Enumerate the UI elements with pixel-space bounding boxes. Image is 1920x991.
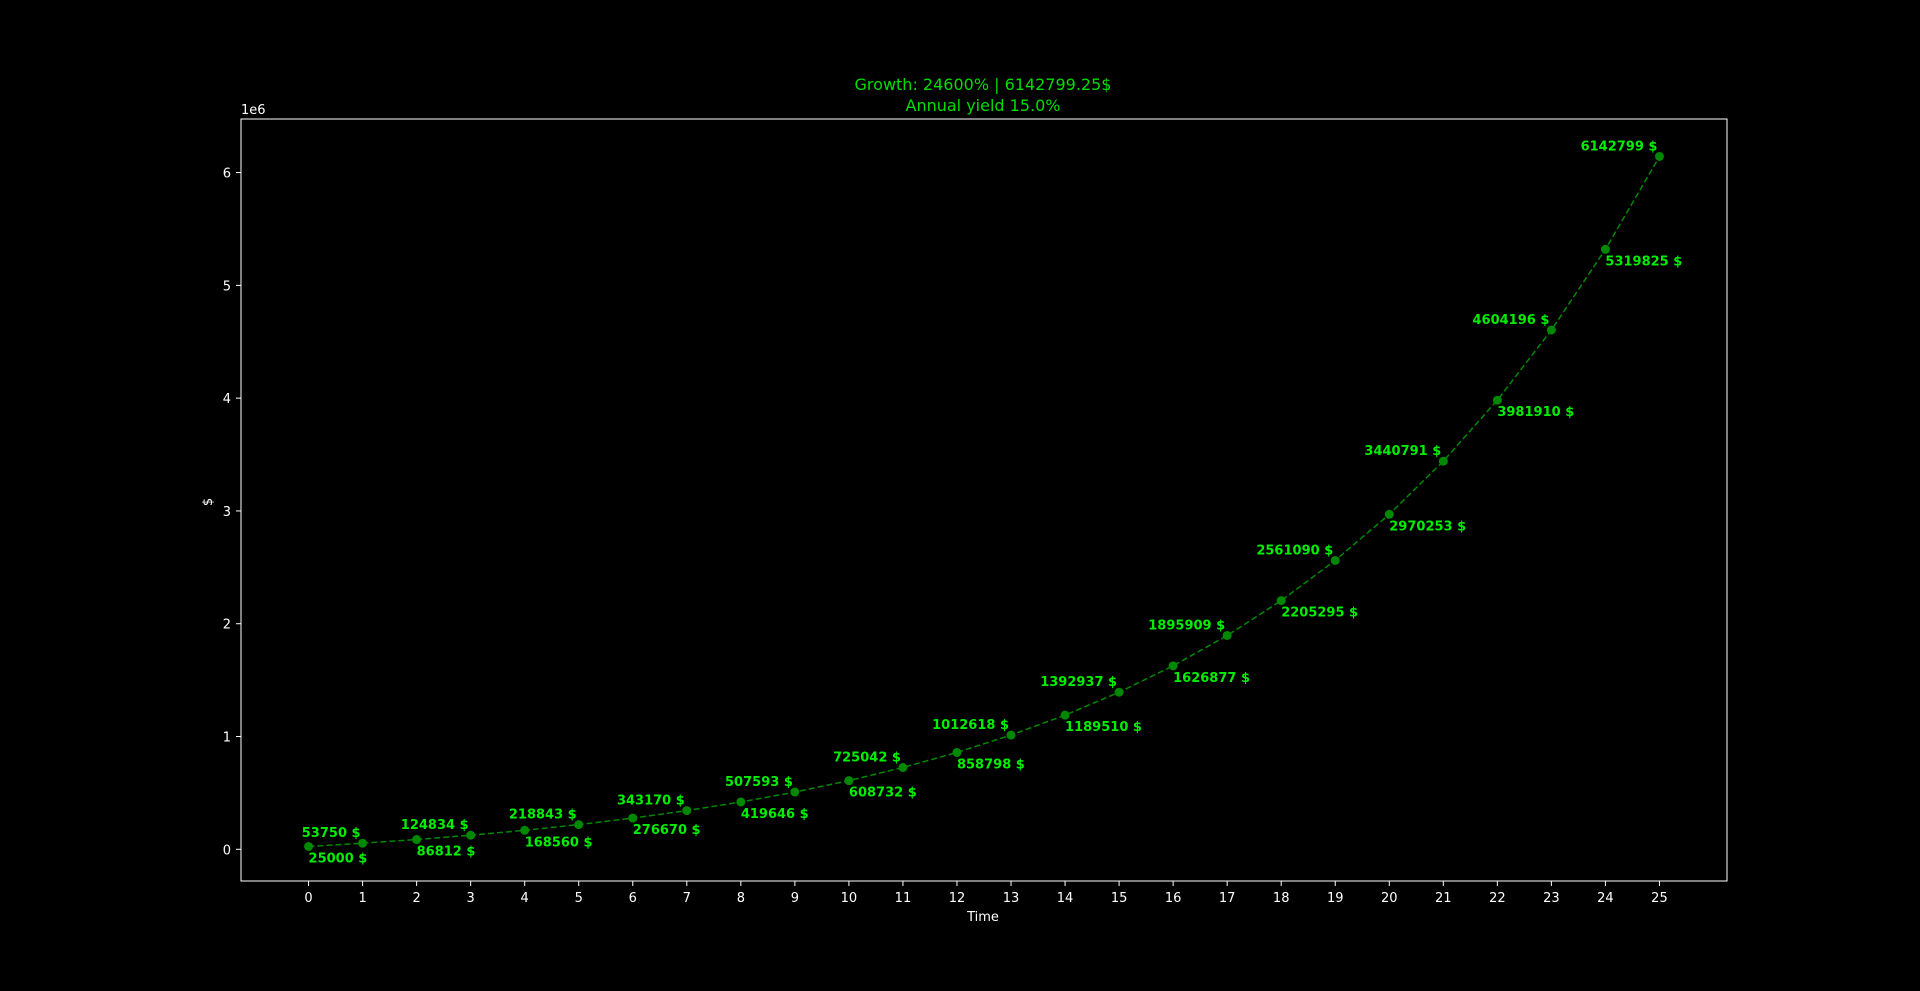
- data-point: [520, 825, 530, 835]
- data-label: 1189510 $: [1065, 720, 1142, 735]
- data-point: [574, 820, 584, 830]
- data-label: 2970253 $: [1389, 519, 1466, 534]
- data-point: [1600, 244, 1610, 254]
- x-tick-label: 15: [1111, 891, 1128, 906]
- data-point: [1006, 730, 1016, 740]
- plot-frame: [240, 118, 1728, 882]
- data-label: 608732 $: [849, 786, 917, 801]
- x-tick-label: 2: [412, 891, 420, 906]
- y-axis-label: $: [201, 498, 216, 506]
- y-tick-label: 1: [223, 731, 231, 746]
- x-tick-label: 9: [791, 891, 799, 906]
- x-tick-label: 24: [1597, 891, 1614, 906]
- y-tick-label: 5: [223, 279, 231, 294]
- x-tick-label: 25: [1651, 891, 1668, 906]
- data-label: 2561090 $: [1256, 543, 1333, 558]
- data-label: 86812 $: [417, 845, 476, 860]
- data-label: 1392937 $: [1040, 675, 1117, 690]
- x-tick-label: 18: [1273, 891, 1290, 906]
- y-tick-label: 4: [223, 392, 231, 407]
- data-label: 858798 $: [957, 757, 1025, 772]
- x-tick-label: 6: [629, 891, 637, 906]
- data-label: 276670 $: [633, 823, 701, 838]
- data-point: [1384, 509, 1394, 519]
- y-tick-label: 0: [223, 843, 231, 858]
- data-point: [736, 797, 746, 807]
- x-tick-label: 23: [1543, 891, 1560, 906]
- data-point: [1276, 596, 1286, 606]
- data-point: [304, 841, 314, 851]
- x-axis-ticks: 0 1 2 3 4 5 6 7 8 9 10 11 12 13 14 15 16 17 18 19 20 21 22 23 24…: [304, 881, 1668, 906]
- data-point: [844, 776, 854, 786]
- data-point: [790, 787, 800, 797]
- data-label: 53750 $: [302, 826, 361, 841]
- data-point: [898, 763, 908, 773]
- data-point: [1492, 395, 1502, 405]
- data-point: [1168, 661, 1178, 671]
- data-markers: [304, 151, 1664, 851]
- chart-subtitle: Annual yield 15.0%: [906, 96, 1061, 115]
- data-point: [1330, 555, 1340, 565]
- data-label: 6142799 $: [1581, 139, 1658, 154]
- x-tick-label: 8: [737, 891, 745, 906]
- data-point: [1222, 630, 1232, 640]
- x-axis-label: Time: [966, 910, 999, 925]
- x-tick-label: 12: [949, 891, 966, 906]
- data-point: [466, 830, 476, 840]
- data-point: [1438, 456, 1448, 466]
- x-tick-label: 11: [895, 891, 912, 906]
- x-tick-label: 4: [521, 891, 529, 906]
- data-point: [1654, 151, 1664, 161]
- data-label: 343170 $: [617, 794, 685, 809]
- data-label: 5319825 $: [1605, 254, 1682, 269]
- x-tick-label: 7: [683, 891, 691, 906]
- data-label: 1895909 $: [1148, 618, 1225, 633]
- data-label: 1012618 $: [932, 718, 1009, 733]
- y-tick-label: 2: [223, 618, 231, 633]
- data-label: 4604196 $: [1472, 313, 1549, 328]
- data-point: [1546, 325, 1556, 335]
- data-label: 507593 $: [725, 775, 793, 790]
- x-tick-label: 13: [1003, 891, 1020, 906]
- y-tick-label: 3: [223, 505, 231, 520]
- x-tick-label: 0: [304, 891, 312, 906]
- series-line: [308, 156, 1661, 848]
- data-point: [1060, 710, 1070, 720]
- data-label: 3981910 $: [1497, 405, 1574, 420]
- data-label: 2205295 $: [1281, 606, 1358, 621]
- y-axis-ticks: 0 1 2 3 4 5 6: [223, 167, 241, 858]
- x-tick-label: 19: [1327, 891, 1344, 906]
- x-tick-label: 22: [1489, 891, 1506, 906]
- data-label: 168560 $: [525, 835, 593, 850]
- x-tick-label: 20: [1381, 891, 1398, 906]
- data-label: 218843 $: [509, 808, 577, 823]
- data-label: 1626877 $: [1173, 671, 1250, 686]
- y-offset-label: 1e6: [241, 103, 266, 118]
- x-tick-label: 16: [1165, 891, 1182, 906]
- y-tick-label: 6: [223, 167, 231, 182]
- data-label: 25000 $: [309, 851, 368, 866]
- x-tick-label: 10: [841, 891, 858, 906]
- data-label: 725042 $: [833, 751, 901, 766]
- data-point: [1114, 687, 1124, 697]
- data-point: [358, 838, 368, 848]
- x-tick-label: 1: [358, 891, 366, 906]
- data-label: 419646 $: [741, 807, 809, 822]
- data-label: 124834 $: [401, 818, 469, 833]
- x-tick-label: 21: [1435, 891, 1452, 906]
- x-tick-label: 17: [1219, 891, 1236, 906]
- x-tick-label: 5: [575, 891, 583, 906]
- data-point: [412, 835, 422, 845]
- data-point: [628, 813, 638, 823]
- x-tick-label: 14: [1057, 891, 1074, 906]
- data-labels: 25000 $ 53750 $ 86812 $ 124834 $ 168560 $ 218…: [302, 139, 1683, 866]
- x-tick-label: 3: [467, 891, 475, 906]
- data-label: 3440791 $: [1364, 444, 1441, 459]
- chart-title: Growth: 24600% | 6142799.25$: [855, 75, 1112, 94]
- data-point: [682, 806, 692, 816]
- data-point: [952, 747, 962, 757]
